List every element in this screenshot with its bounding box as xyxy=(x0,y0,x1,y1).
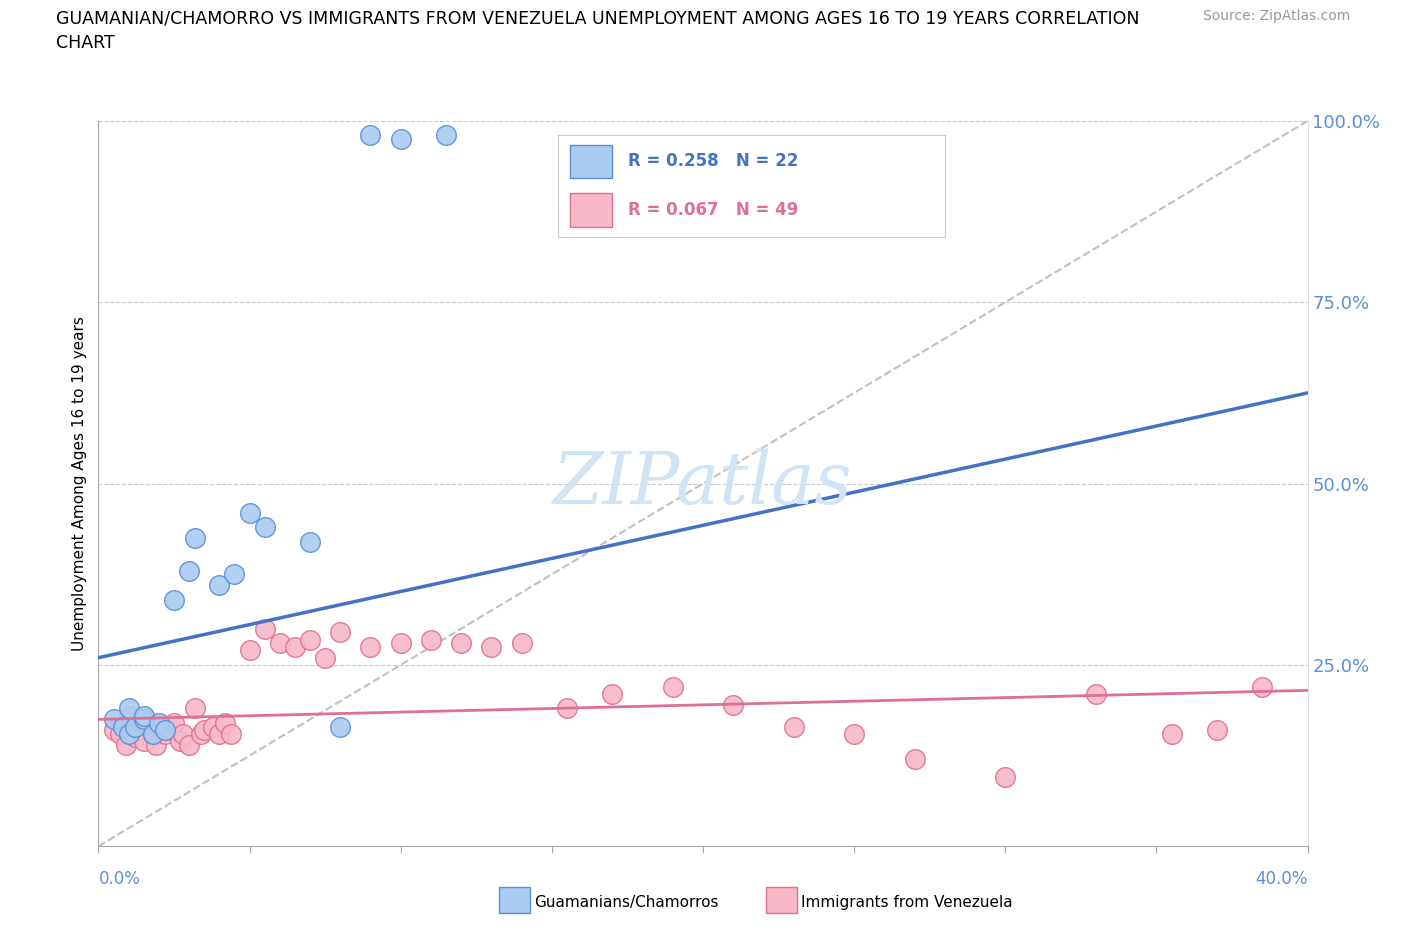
Point xyxy=(782,719,804,734)
Text: Guamanians/Chamorros: Guamanians/Chamorros xyxy=(534,895,718,910)
Point xyxy=(177,564,201,578)
Point xyxy=(148,715,170,730)
Point xyxy=(299,534,322,549)
Point xyxy=(193,723,215,737)
Point xyxy=(360,128,382,143)
Text: Immigrants from Venezuela: Immigrants from Venezuela xyxy=(801,895,1014,910)
Point xyxy=(132,734,155,749)
Point xyxy=(172,726,194,741)
Point xyxy=(1085,686,1108,701)
Point xyxy=(148,719,170,734)
Point xyxy=(127,723,149,737)
Point xyxy=(184,701,207,716)
Point xyxy=(145,737,167,752)
Point xyxy=(184,530,207,545)
Point xyxy=(253,621,276,636)
Point xyxy=(208,578,231,592)
Text: ZIPatlas: ZIPatlas xyxy=(553,448,853,519)
Point xyxy=(103,723,125,737)
Point xyxy=(1251,679,1274,694)
Point xyxy=(132,709,155,724)
Point xyxy=(169,734,191,749)
Point xyxy=(103,712,125,727)
Point xyxy=(329,719,352,734)
Point xyxy=(434,128,457,143)
Point xyxy=(118,701,141,716)
Point xyxy=(202,719,225,734)
Point xyxy=(1206,723,1229,737)
Point xyxy=(721,698,744,712)
Point xyxy=(208,726,231,741)
Point xyxy=(132,712,155,727)
Point xyxy=(844,726,866,741)
Point xyxy=(124,730,146,745)
Point xyxy=(160,723,183,737)
Point xyxy=(118,726,141,741)
Point xyxy=(114,737,136,752)
Point xyxy=(118,709,141,724)
Point xyxy=(214,715,236,730)
Point xyxy=(329,625,352,640)
Point xyxy=(661,679,683,694)
Point xyxy=(142,726,165,741)
Point xyxy=(481,640,503,655)
Point xyxy=(314,650,336,665)
Point xyxy=(239,643,262,658)
Point xyxy=(389,131,412,146)
Point xyxy=(510,636,533,651)
Text: GUAMANIAN/CHAMORRO VS IMMIGRANTS FROM VENEZUELA UNEMPLOYMENT AMONG AGES 16 TO 19: GUAMANIAN/CHAMORRO VS IMMIGRANTS FROM VE… xyxy=(56,9,1140,52)
Point xyxy=(135,715,157,730)
Point xyxy=(124,719,146,734)
Point xyxy=(108,726,131,741)
Point xyxy=(419,632,441,647)
Point xyxy=(602,686,624,701)
Point xyxy=(389,636,412,651)
Point xyxy=(142,726,165,741)
Point xyxy=(153,726,176,741)
Text: Source: ZipAtlas.com: Source: ZipAtlas.com xyxy=(1202,9,1350,23)
Point xyxy=(284,640,307,655)
Point xyxy=(153,723,176,737)
Point xyxy=(190,726,212,741)
Point xyxy=(177,737,201,752)
Point xyxy=(994,770,1017,785)
Point xyxy=(163,715,186,730)
Point xyxy=(1160,726,1182,741)
Point xyxy=(253,520,276,535)
Point xyxy=(111,719,134,734)
Point xyxy=(299,632,322,647)
Point xyxy=(224,567,246,582)
Point xyxy=(269,636,291,651)
Point xyxy=(360,640,382,655)
Point xyxy=(163,592,186,607)
Y-axis label: Unemployment Among Ages 16 to 19 years: Unemployment Among Ages 16 to 19 years xyxy=(72,316,87,651)
Point xyxy=(450,636,472,651)
Text: 0.0%: 0.0% xyxy=(98,870,141,888)
Point xyxy=(239,505,262,520)
Point xyxy=(221,726,243,741)
Point xyxy=(904,751,927,766)
Text: 40.0%: 40.0% xyxy=(1256,870,1308,888)
Point xyxy=(555,701,578,716)
